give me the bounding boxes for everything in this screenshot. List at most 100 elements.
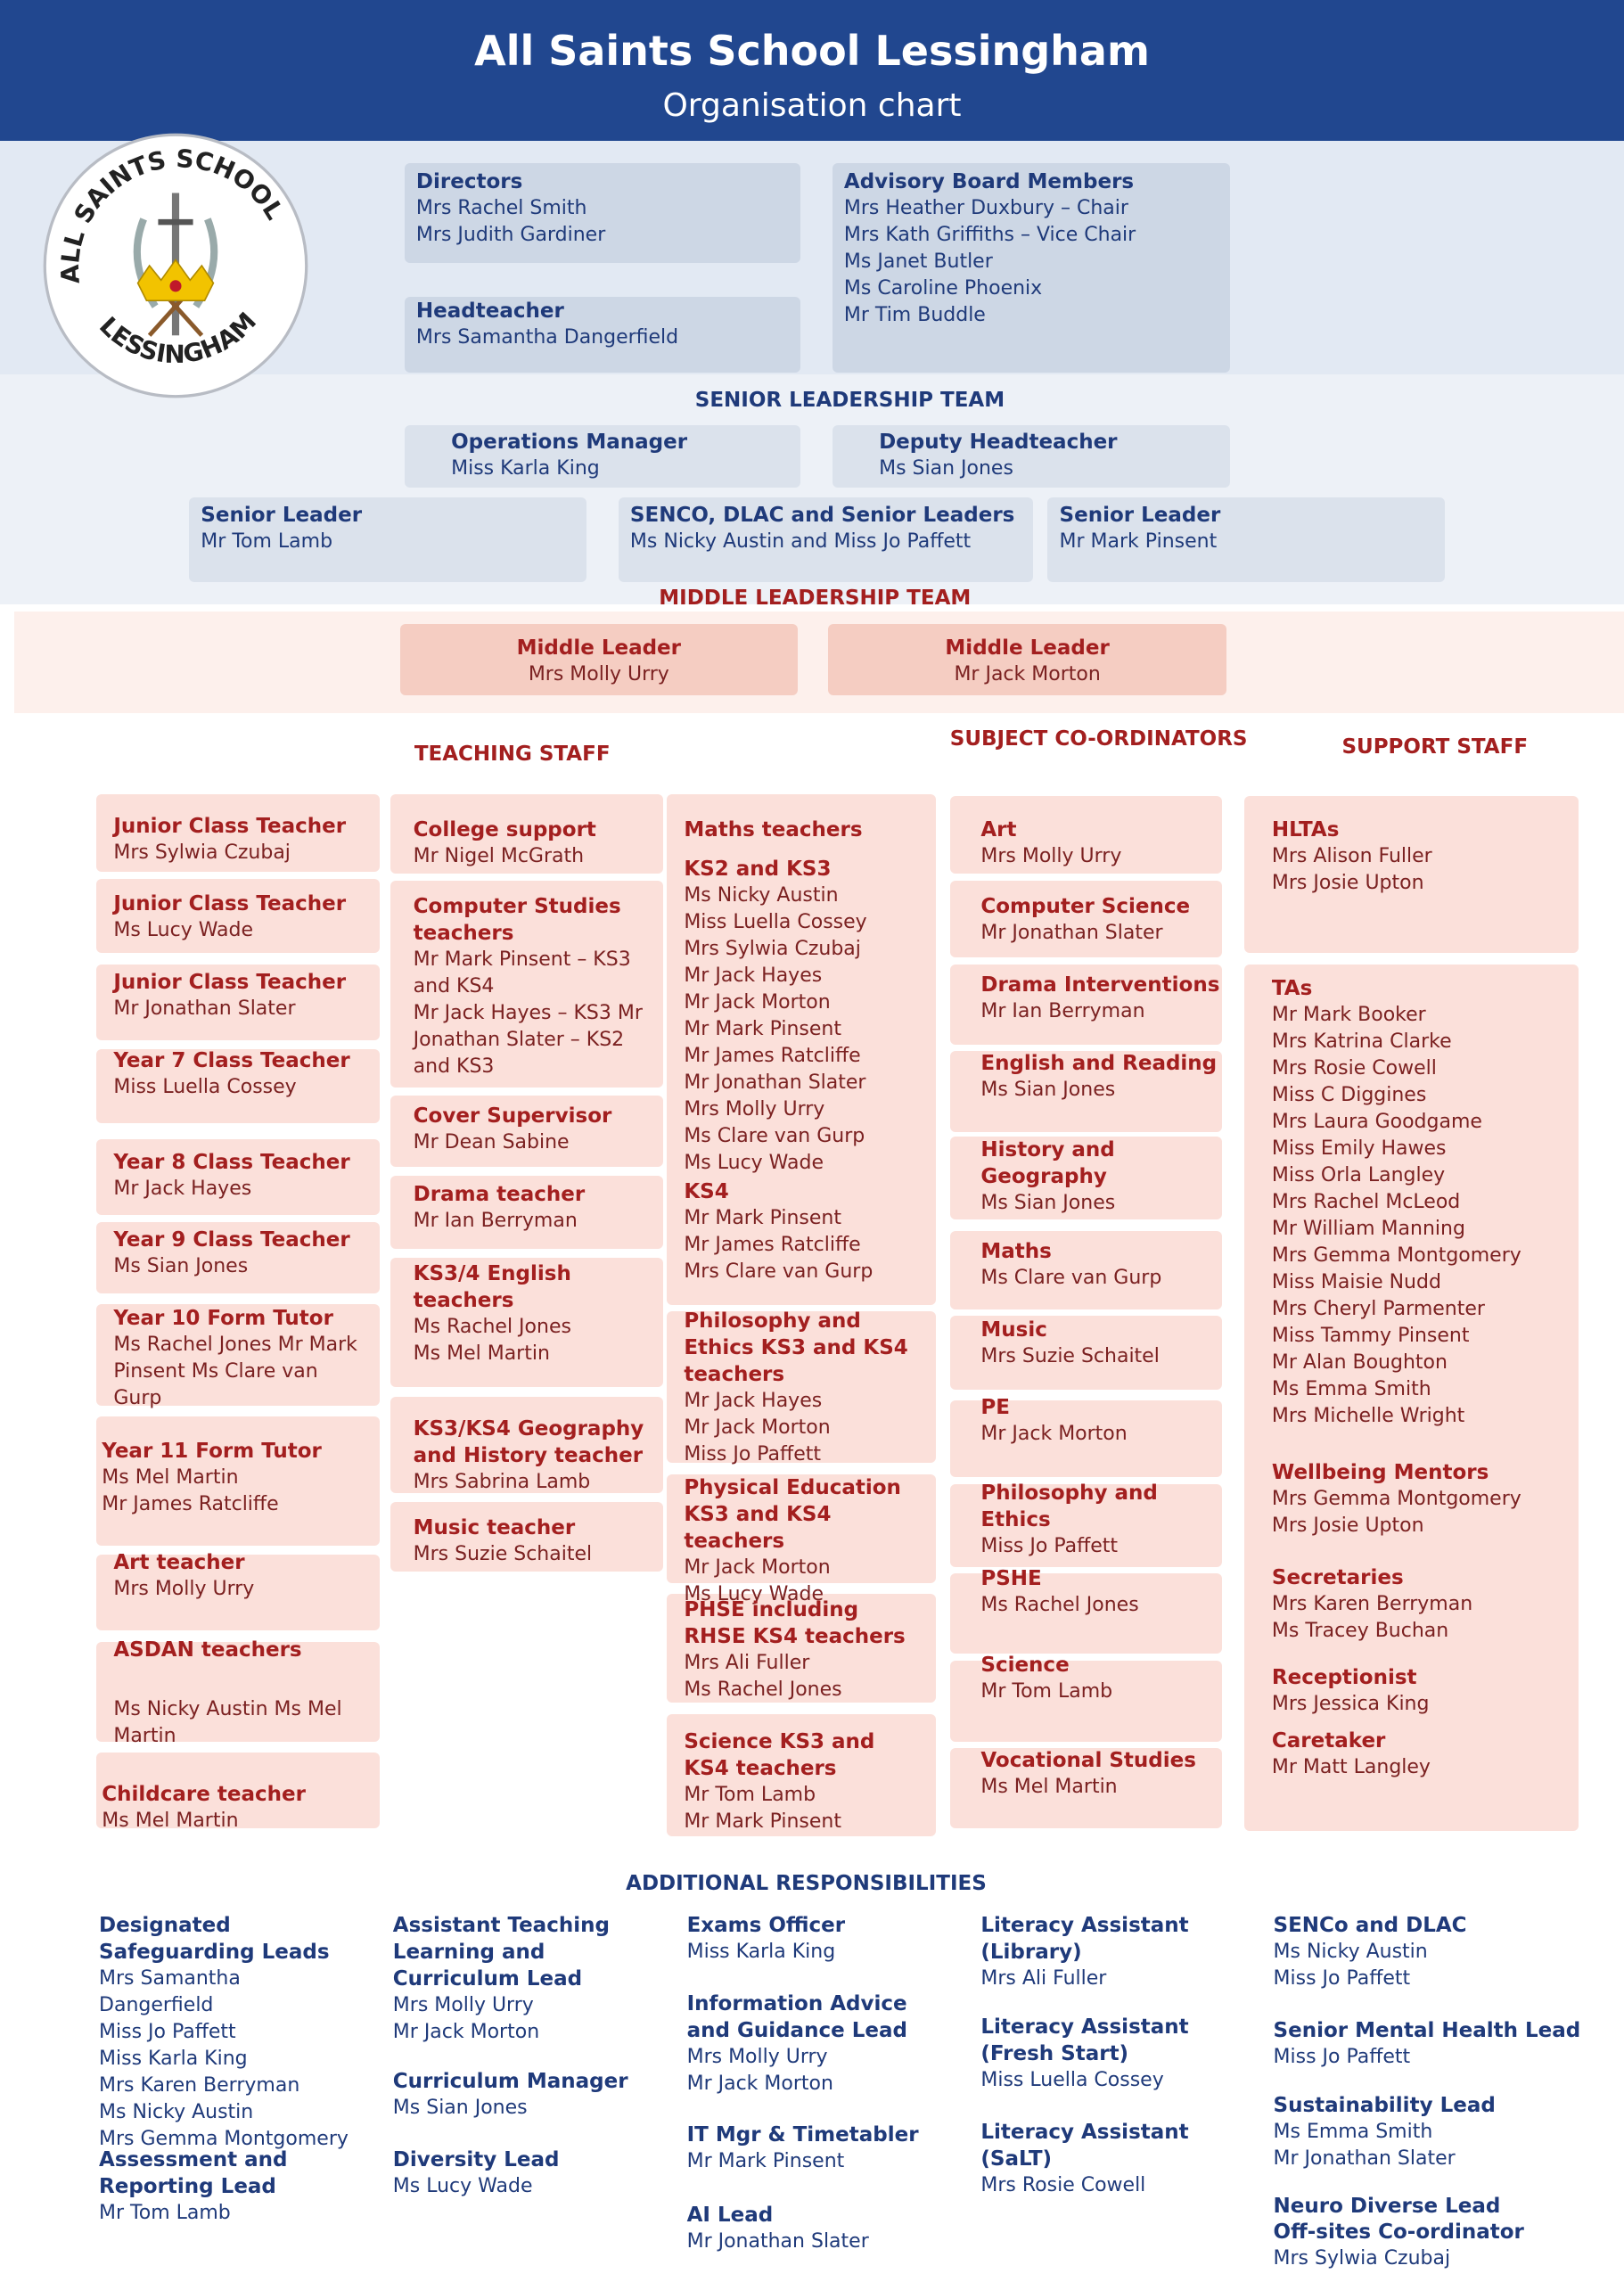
person-name: Ms Rachel Jones: [684, 1678, 842, 1701]
role-title: Middle Leader: [516, 636, 681, 660]
box: [404, 297, 800, 373]
person-name: Mrs Karen Berryman: [99, 2073, 300, 2097]
person-name: Ms Nicky Austin Ms Mel Martin: [113, 1698, 342, 1748]
role-block: Cover Supervisor Mr Dean Sabine: [414, 1103, 658, 1156]
role-block: Receptionist Mrs Jessica King: [1272, 1664, 1571, 1718]
person-name: Mr Jack Hayes – KS3 Mr Jonathan Slater –…: [413, 1002, 643, 1079]
person-name: Mr Jack Morton: [684, 990, 831, 1014]
person-name: Mr Mark Pinsent: [686, 2150, 845, 2173]
role-title: Designated Safeguarding Leads: [99, 1913, 330, 1964]
role-block: Year 8 Class Teacher Mr Jack Hayes: [113, 1149, 373, 1203]
person-name: Ms Clare van Gurp: [684, 1124, 865, 1147]
role-block: Maths Ms Clare van Gurp: [980, 1238, 1222, 1292]
role-block: Exams Officer Miss Karla King: [687, 1912, 949, 1966]
role-block: Designated Safeguarding Leads Mrs Samanth…: [99, 1912, 361, 2153]
role-title: Drama teacher: [413, 1183, 586, 1207]
box: [666, 1714, 936, 1837]
role-block: Middle Leader Mr Jack Morton: [828, 635, 1226, 688]
person-name: Mrs Molly Urry: [686, 2046, 828, 2069]
person-name: Miss Emily Hawes: [1271, 1137, 1447, 1160]
person-name: Mr Tom Lamb: [99, 2201, 231, 2224]
role-block: Headteacher Mrs Samantha Dangerfield: [416, 298, 789, 351]
role-block: English and Reading Ms Sian Jones: [980, 1050, 1222, 1104]
person-name: Mr Tom Lamb: [201, 529, 333, 553]
person-name: Mrs Suzie Schaitel: [413, 1543, 593, 1566]
role-block: History and Geography Ms Sian Jones: [980, 1137, 1222, 1217]
role-title: Art: [980, 817, 1017, 841]
person-name: Mr Mark Booker: [1271, 1003, 1426, 1026]
person-name: Miss Luella Cossey: [113, 1076, 297, 1099]
person-name: Mrs Samantha Dangerfield: [415, 326, 679, 349]
person-name: Mrs Gemma Montgomery: [99, 2127, 349, 2150]
role-title: Cover Supervisor: [413, 1104, 612, 1129]
role-block: Senior Leader Mr Tom Lamb: [201, 502, 571, 555]
role-title: Philosophy and Ethics KS3 and KS4 teache…: [684, 1309, 908, 1387]
role-title: Sustainability Lead: [1273, 2094, 1496, 2118]
person-name: Mr James Ratcliffe: [684, 1044, 861, 1067]
person-name: Ms Mel Martin: [102, 1465, 239, 1489]
role-block: SENCo and DLAC Ms Nicky Austin Miss Jo Paf…: [1274, 1912, 1587, 1992]
role-title: Secretaries: [1271, 1565, 1404, 1589]
role-title: SENCO, DLAC and Senior Leaders: [629, 503, 1015, 527]
role-title: Curriculum Manager: [392, 2069, 628, 2093]
role-block: Assistant Teaching Learning and Curricul…: [393, 1912, 655, 2046]
box: [950, 1137, 1223, 1220]
person-name: Miss C Diggines: [1271, 1083, 1427, 1106]
role-title: Middle Leader: [945, 636, 1110, 660]
box: [666, 794, 936, 1306]
role-block: Junior Class Teacher Mr Jonathan Slater: [113, 969, 373, 1022]
role-title: Off-sites Co-ordinator: [1273, 2220, 1524, 2245]
person-name: Ms Mel Martin: [413, 1342, 550, 1365]
person-name: Mrs Molly Urry: [684, 1097, 825, 1120]
person-name: Ms Nicky Austin: [1273, 1940, 1428, 1963]
role-block: Neuro Diverse Lead: [1274, 2193, 1587, 2220]
box: [189, 497, 586, 583]
role-title: Music: [980, 1318, 1047, 1342]
role-block: PSHE Ms Rachel Jones: [980, 1565, 1222, 1619]
box: [95, 879, 381, 954]
person-name: Ms Sian Jones: [392, 2096, 528, 2119]
person-name: Mr Mark Pinsent: [684, 1207, 841, 1230]
person-name: Mr Ian Berryman: [980, 1000, 1145, 1023]
role-block: Senior Mental Health Lead Miss Jo Paffett: [1274, 2017, 1587, 2071]
role-title: AI Lead: [686, 2203, 774, 2227]
person-name: Mr Jack Hayes: [113, 1178, 252, 1201]
person-name: Ms Lucy Wade: [684, 1582, 824, 1605]
role-block: Childcare teacher Ms Mel Martin: [102, 1781, 373, 1835]
person-name: Ms Clare van Gurp: [980, 1267, 1162, 1290]
role-title: Deputy Headteacher: [879, 431, 1118, 455]
person-name: Mrs Molly Urry: [392, 1993, 534, 2016]
role-block: Operations Manager Miss Karla King: [451, 429, 786, 482]
person-name: Mrs Molly Urry: [113, 1578, 255, 1601]
box: [950, 880, 1223, 958]
role-title: Headteacher: [415, 300, 564, 324]
person-name: Miss Tammy Pinsent: [1271, 1324, 1470, 1347]
role-title: Year 11 Form Tutor: [102, 1439, 322, 1463]
role-block: KS2 and KS3 Ms Nicky Austin Miss Luella Co…: [684, 856, 931, 1177]
role-title: Diversity Lead: [392, 2147, 560, 2171]
person-name: Mr William Manning: [1271, 1217, 1465, 1240]
person-name: Mr Jonathan Slater: [113, 997, 296, 1021]
person-name: Mr Jonathan Slater: [1273, 2147, 1456, 2171]
role-title: Year 8 Class Teacher: [113, 1151, 350, 1175]
box: [404, 162, 800, 264]
role-title: Vocational Studies: [980, 1749, 1196, 1773]
person-name: Mrs Molly Urry: [980, 844, 1122, 867]
box: [390, 794, 664, 874]
person-name: Miss Jo Paffett: [99, 2020, 236, 2043]
person-name: Mrs Sabrina Lamb: [413, 1471, 591, 1494]
person-name: Mrs Molly Urry: [528, 662, 669, 685]
role-title: Wellbeing Mentors: [1271, 1461, 1489, 1485]
role-block: Secretaries Mrs Karen Berryman Ms Tracey B…: [1272, 1564, 1571, 1645]
role-block: College support Mr Nigel McGrath: [414, 817, 658, 870]
role-block: Physical Education KS3 and KS4 teachers M…: [684, 1474, 931, 1608]
person-name: Mrs Katrina Clarke: [1271, 1030, 1452, 1053]
box: [618, 497, 1034, 583]
box: [390, 880, 664, 1088]
person-name: Mr Jack Morton: [684, 1416, 831, 1440]
person-name: Mr Jack Morton: [980, 1422, 1128, 1445]
role-block: Philosophy and Ethics KS3 and KS4 teache…: [684, 1308, 931, 1468]
person-name: Ms Emma Smith: [1271, 1377, 1431, 1400]
person-name: Mr James Ratcliffe: [684, 1234, 861, 1257]
person-name: Mr Nigel McGrath: [413, 844, 585, 867]
